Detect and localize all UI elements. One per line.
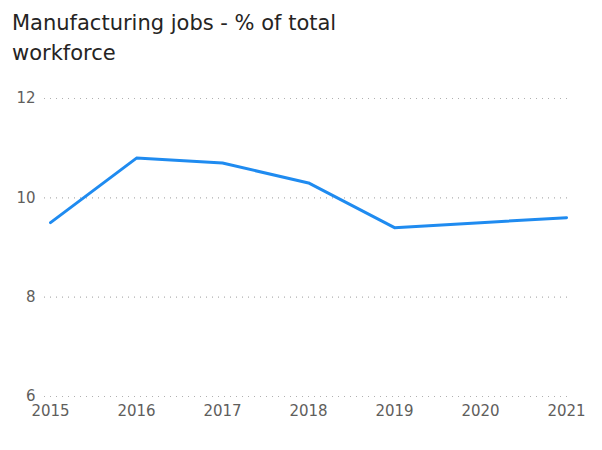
svg-text:2018: 2018 <box>289 402 327 420</box>
svg-text:8: 8 <box>26 288 36 306</box>
svg-text:2017: 2017 <box>203 402 241 420</box>
html-text:Manufacturing jobs - % of tota: Manufacturing jobs - % of total workforc… <box>12 11 337 65</box>
svg-text:10: 10 <box>16 189 35 207</box>
svg-text:2016: 2016 <box>117 402 155 420</box>
svg-text:2021: 2021 <box>547 402 585 420</box>
svg-text:2019: 2019 <box>375 402 413 420</box>
svg-text:6: 6 <box>26 387 36 406</box>
svg-text:12: 12 <box>16 89 35 107</box>
svg-text:2020: 2020 <box>461 402 499 420</box>
svg-text:2015: 2015 <box>31 402 69 420</box>
